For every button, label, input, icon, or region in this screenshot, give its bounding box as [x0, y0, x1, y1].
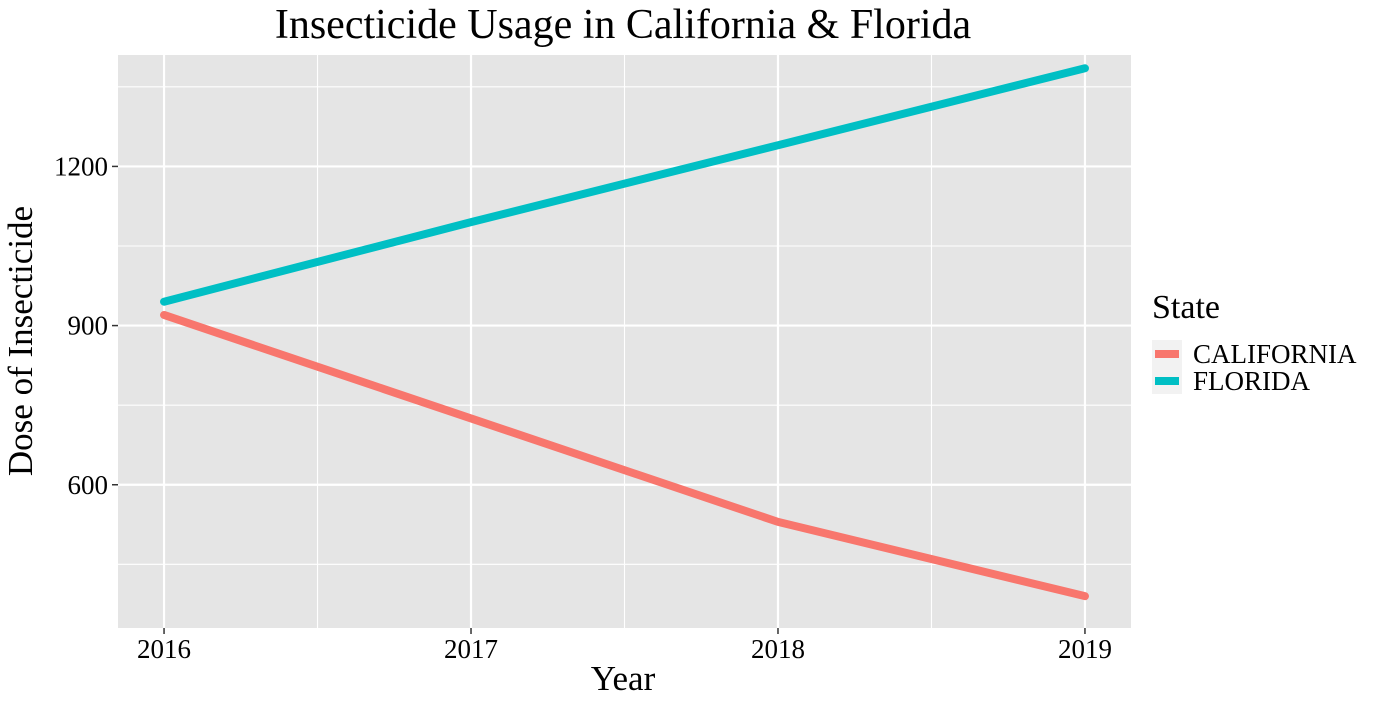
legend-label-california: CALIFORNIA: [1193, 339, 1357, 369]
y-tick-label: 900: [68, 311, 109, 341]
x-tick-label: 2016: [137, 634, 191, 664]
x-tick-label: 2017: [444, 634, 498, 664]
series-lines: [160, 64, 1089, 601]
axes: 2016 2017 2018 2019 600 900 1200: [54, 151, 1112, 664]
legend-title: State: [1152, 289, 1220, 326]
chart-title: Insecticide Usage in California & Florid…: [275, 2, 972, 48]
x-tick-label: 2019: [1058, 634, 1112, 664]
x-tick-label: 2018: [751, 634, 805, 664]
x-axis-title: Year: [591, 659, 656, 698]
y-axis-title: Dose of Insecticide: [1, 206, 40, 476]
y-tick-label: 1200: [54, 151, 108, 181]
legend-label-florida: FLORIDA: [1193, 366, 1311, 396]
series-line-florida: [160, 64, 1089, 306]
grid-lines: [118, 55, 1131, 628]
y-tick-label: 600: [68, 470, 109, 500]
series-line-california: [160, 310, 1089, 601]
